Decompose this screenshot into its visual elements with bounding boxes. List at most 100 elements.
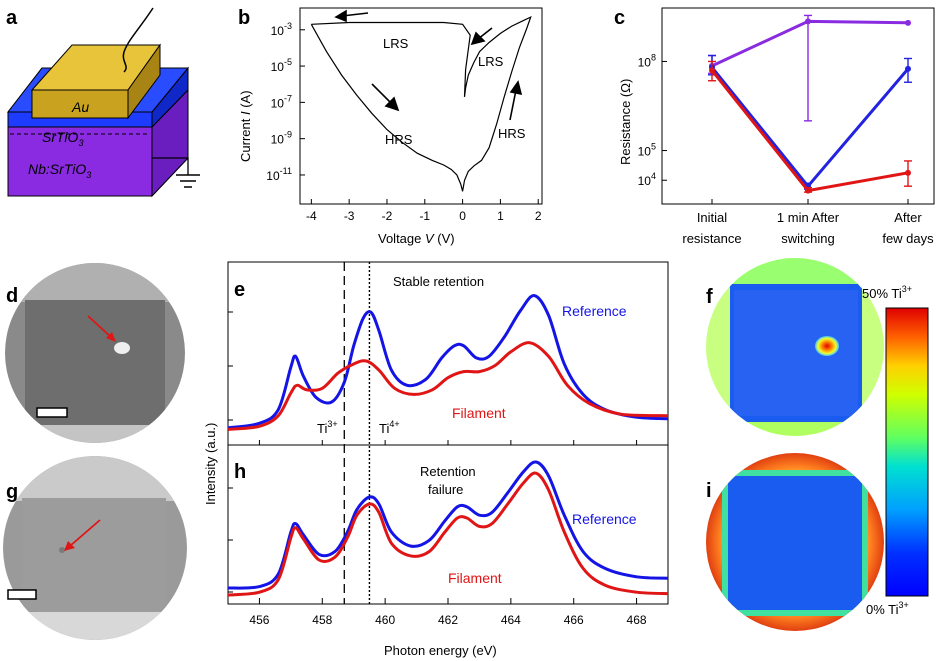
- colorbar-top-label: 50% Ti3+: [862, 284, 912, 301]
- c-cat-1-line1: Initial: [697, 210, 727, 225]
- b-ytick-label: 10-3: [271, 21, 292, 38]
- eh-xtick-label: 458: [312, 613, 332, 627]
- c-ticks: 104 105 108: [638, 52, 909, 204]
- d-scale-bar: [36, 407, 68, 418]
- panel-label-d: d: [6, 285, 18, 307]
- panel-label-a: a: [6, 7, 18, 29]
- label-au: Au: [71, 99, 89, 115]
- eh-ylabel: Intensity (a.u.): [203, 423, 218, 505]
- ti4-label: Ti4+: [379, 419, 400, 436]
- b-arrow-3-head: [384, 96, 400, 112]
- c-point: [805, 187, 811, 194]
- h-filament-curve: [227, 471, 669, 597]
- b-iv-curve: [310, 15, 532, 192]
- panel-label-f: f: [706, 286, 713, 308]
- b-xtick-label: 0: [459, 209, 466, 223]
- eh-ticks: 456 458 460 462 464 466 468: [228, 311, 647, 627]
- colorbar-gradient: [885, 307, 929, 597]
- c-ytick-label: 104: [638, 171, 656, 188]
- c-series: [708, 14, 912, 194]
- label-srtio3: SrTiO3: [42, 129, 83, 148]
- panel-eh: 456 458 460 462 464 466 468 e h Stable retenti…: [203, 261, 669, 658]
- i-electrode-region: [728, 476, 862, 610]
- f-top-band: [706, 258, 884, 288]
- c-point: [709, 67, 715, 74]
- b-annot-hrs-1: HRS: [385, 132, 413, 147]
- g-filament-spot: [59, 547, 65, 553]
- b-ylabel: Current I (A): [238, 90, 253, 162]
- eh-xtick-label: 464: [501, 613, 521, 627]
- ground-wire: [152, 157, 189, 175]
- b-xtick-label: -4: [306, 209, 317, 223]
- b-ticks: -4 -3 -2 -1 0 1 2 10-3 10-5 10-7 10-9 10-11: [266, 21, 542, 223]
- d-bottom-band: [5, 425, 185, 443]
- eh-xtick-label: 456: [249, 613, 269, 627]
- b-annot-lrs-1: LRS: [383, 36, 409, 51]
- au-side: [127, 43, 161, 120]
- panel-label-h: h: [234, 461, 246, 483]
- c-point: [805, 18, 811, 25]
- c-ytick-label: 108: [638, 52, 656, 69]
- eh-xtick-label: 468: [627, 613, 647, 627]
- b-arrows: [334, 9, 523, 121]
- panel-label-e: e: [234, 279, 245, 301]
- label-nbsrtio3: Nb:SrTiO3: [28, 161, 91, 180]
- eh-xtick-label: 460: [375, 613, 395, 627]
- panel-c: c 104 105 108 Resistance (Ω) Initial resis…: [614, 7, 935, 246]
- g-scale-bar: [7, 589, 37, 600]
- h-annotation-line2: failure: [428, 482, 463, 497]
- c-ylabel: Resistance (Ω): [618, 79, 633, 165]
- h-reference-curve: [227, 460, 669, 590]
- panel-a: a Au SrTiO3 Nb:SrTiO3: [6, 7, 200, 198]
- c-cat-3-line1: After: [894, 210, 922, 225]
- panel-f: f: [706, 258, 884, 436]
- d-red-arrow: [87, 315, 113, 339]
- b-annot-hrs-2: HRS: [498, 126, 526, 141]
- probe-wire: [122, 7, 154, 73]
- eh-xtick-label: 462: [438, 613, 458, 627]
- colorbar: 50% Ti3+ 0% Ti3+: [862, 284, 929, 617]
- c-series-line: [711, 19, 909, 68]
- eh-xlabel: Photon energy (eV): [384, 643, 497, 658]
- h-legend-reference: Reference: [572, 511, 637, 527]
- b-plot-frame: [299, 7, 543, 205]
- g-top-band: [3, 456, 187, 501]
- d-filament-spot: [114, 342, 130, 354]
- ti3-label: Ti3+: [317, 419, 338, 436]
- b-annot-lrs-2: LRS: [478, 54, 504, 69]
- b-ytick-label: 10-11: [266, 166, 292, 183]
- panel-b: b -4 -3 -2 -1 0 1 2 10-3 10-5 10-7 10-9 10-11 LRS L…: [238, 7, 543, 246]
- panel-label-i: i: [706, 480, 712, 502]
- g-red-arrow-head: [64, 541, 75, 551]
- g-bottom-band: [3, 610, 187, 640]
- b-xtick-label: 2: [535, 209, 542, 223]
- b-arrow-3: [371, 83, 393, 105]
- d-top-band: [5, 263, 185, 302]
- panel-d: d: [5, 263, 185, 443]
- b-xtick-label: -1: [419, 209, 430, 223]
- b-ytick-label: 10-7: [271, 93, 292, 110]
- e-legend-reference: Reference: [562, 303, 627, 319]
- b-ytick-label: 10-5: [271, 57, 292, 74]
- panel-g: g: [3, 456, 187, 640]
- panel-label-g: g: [6, 481, 18, 503]
- f-filament-hotspot: [815, 336, 839, 356]
- g-electrode-region: [22, 498, 166, 612]
- e-legend-filament: Filament: [452, 405, 506, 421]
- b-ytick-label: 10-9: [271, 130, 292, 147]
- h-annotation-line1: Retention: [420, 464, 476, 479]
- c-plot-frame: [661, 7, 935, 205]
- c-point: [905, 65, 911, 72]
- b-xtick-label: 1: [497, 209, 504, 223]
- e-annotation: Stable retention: [393, 274, 484, 289]
- b-xtick-label: -2: [382, 209, 393, 223]
- c-cat-3-line2: few days: [882, 231, 934, 246]
- b-arrow-4-head: [509, 80, 523, 96]
- c-series-line: [710, 66, 910, 189]
- b-xtick-label: -3: [344, 209, 355, 223]
- c-point: [905, 169, 911, 176]
- b-arrow-1-head: [334, 9, 347, 23]
- d-electrode-region: [25, 300, 165, 425]
- c-ytick-label: 105: [638, 142, 656, 159]
